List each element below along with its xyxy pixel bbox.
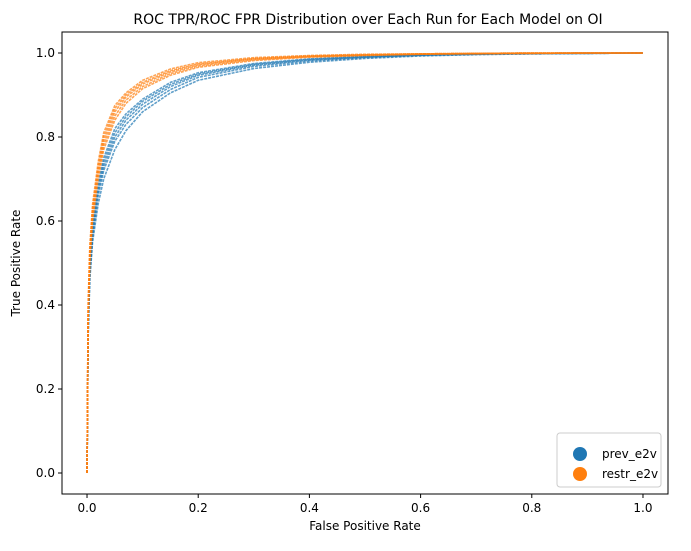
x-tick-label: 1.0: [633, 501, 652, 515]
y-axis-label: True Positive Rate: [9, 210, 23, 318]
series-prev-e2v-run-2: [86, 52, 643, 474]
x-tick-label: 0.8: [522, 501, 541, 515]
x-axis: 0.0 0.2 0.4 0.6 0.8 1.0: [77, 494, 653, 515]
series-restr-e2v-run-4: [86, 52, 643, 474]
y-tick-label: 0.6: [36, 214, 55, 228]
x-tick-label: 0.4: [300, 501, 319, 515]
series-prev-e2v-run-3: [86, 52, 643, 474]
chart-title: ROC TPR/ROC FPR Distribution over Each R…: [133, 12, 602, 28]
legend-label-restr-e2v: restr_e2v: [602, 467, 658, 481]
x-tick-label: 0.2: [189, 501, 208, 515]
y-tick-label: 0.0: [36, 466, 55, 480]
legend: prev_e2v restr_e2v: [556, 432, 662, 488]
axes-frame: [61, 31, 669, 495]
legend-label-prev-e2v: prev_e2v: [602, 447, 657, 461]
y-tick-label: 0.2: [36, 382, 55, 396]
plot-area: [86, 52, 643, 474]
y-tick-label: 0.8: [36, 130, 55, 144]
series-restr-e2v-run-3: [86, 52, 643, 474]
y-tick-label: 0.4: [36, 298, 55, 312]
y-axis: 0.0 0.2 0.4 0.6 0.8 1.0: [36, 46, 62, 480]
legend-marker-prev-e2v: [573, 447, 587, 461]
series-restr-e2v-run-1: [86, 52, 643, 474]
series-prev-e2v-run-5: [86, 52, 643, 474]
x-tick-label: 0.6: [411, 501, 430, 515]
series-prev-e2v-run-1: [86, 52, 643, 474]
series-restr-e2v-run-2: [86, 52, 643, 474]
series-restr-e2v-run-5: [86, 52, 643, 474]
x-axis-label: False Positive Rate: [309, 519, 421, 533]
legend-marker-restr-e2v: [573, 467, 587, 481]
x-tick-label: 0.0: [77, 501, 96, 515]
y-tick-label: 1.0: [36, 46, 55, 60]
series-prev-e2v-run-4: [86, 52, 643, 474]
